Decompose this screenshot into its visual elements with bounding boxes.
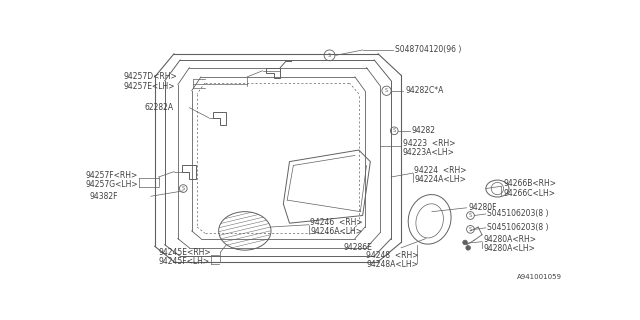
Text: 94280F: 94280F xyxy=(468,203,497,212)
Text: 94280A<LH>: 94280A<LH> xyxy=(484,244,536,253)
Text: 94257G<LH>: 94257G<LH> xyxy=(86,180,138,189)
Text: 94224A<LH>: 94224A<LH> xyxy=(414,175,466,184)
Text: 94246  <RH>: 94246 <RH> xyxy=(310,218,363,227)
Text: 94248  <RH>: 94248 <RH> xyxy=(367,251,419,260)
Text: A941001059: A941001059 xyxy=(516,274,562,280)
Text: 94282C*A: 94282C*A xyxy=(405,86,444,95)
Text: S: S xyxy=(469,213,472,218)
Text: S: S xyxy=(182,186,185,191)
Text: 94286E: 94286E xyxy=(344,243,372,252)
Text: 94257F<RH>: 94257F<RH> xyxy=(86,171,138,180)
Text: 94266B<RH>: 94266B<RH> xyxy=(504,180,557,188)
Text: S045106203(8 ): S045106203(8 ) xyxy=(488,210,549,219)
Text: 94246A<LH>: 94246A<LH> xyxy=(310,227,362,236)
Text: 62282A: 62282A xyxy=(145,103,174,112)
Text: 94282: 94282 xyxy=(411,126,435,135)
Text: 94257E<LH>: 94257E<LH> xyxy=(124,82,175,91)
Text: S: S xyxy=(469,227,472,232)
Text: 94223  <RH>: 94223 <RH> xyxy=(403,139,455,148)
Text: 94245F<LH>: 94245F<LH> xyxy=(159,257,210,266)
Text: S: S xyxy=(328,53,331,58)
Text: 94382F: 94382F xyxy=(90,192,118,201)
Text: 94224  <RH>: 94224 <RH> xyxy=(414,165,467,175)
Text: 94245E<RH>: 94245E<RH> xyxy=(159,248,211,257)
Text: S: S xyxy=(385,88,388,93)
Text: S048704120(96 ): S048704120(96 ) xyxy=(395,45,461,54)
Circle shape xyxy=(463,240,467,245)
Text: S045106203(8 ): S045106203(8 ) xyxy=(488,223,549,232)
Circle shape xyxy=(466,245,470,250)
Text: 94223A<LH>: 94223A<LH> xyxy=(403,148,454,157)
Text: 94248A<LH>: 94248A<LH> xyxy=(367,260,419,269)
Text: 94280A<RH>: 94280A<RH> xyxy=(484,235,536,244)
Text: S: S xyxy=(393,128,396,133)
Text: 94257D<RH>: 94257D<RH> xyxy=(124,72,178,81)
Text: 94266C<LH>: 94266C<LH> xyxy=(504,189,556,198)
